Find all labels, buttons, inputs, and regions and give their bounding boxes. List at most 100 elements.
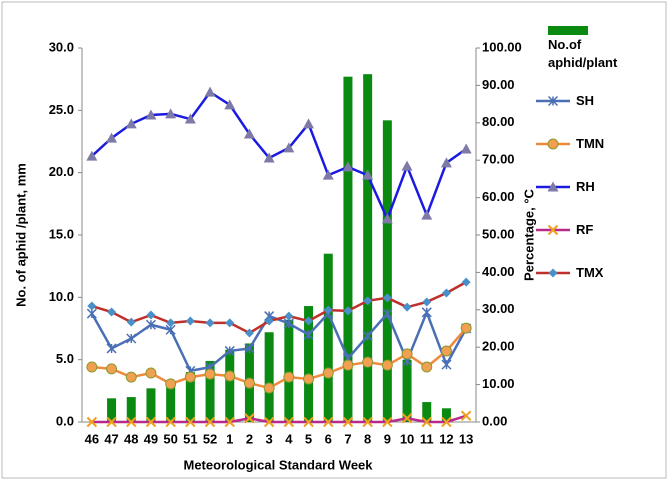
marker bbox=[283, 142, 295, 153]
marker bbox=[165, 416, 176, 428]
bar bbox=[343, 76, 353, 422]
marker bbox=[284, 311, 294, 321]
marker bbox=[322, 169, 334, 180]
x-tick-label: 48 bbox=[124, 431, 138, 446]
y2-tick-label: 40.00 bbox=[482, 264, 515, 279]
marker bbox=[342, 359, 354, 371]
marker bbox=[460, 143, 472, 154]
bar bbox=[441, 408, 451, 422]
marker bbox=[165, 378, 177, 390]
x-tick-label: 9 bbox=[384, 431, 391, 446]
marker bbox=[126, 317, 136, 327]
y-tick-label: 25.0 bbox=[49, 102, 74, 117]
legend-item: TMX bbox=[576, 265, 604, 280]
marker bbox=[185, 416, 196, 428]
marker bbox=[421, 416, 432, 428]
marker bbox=[547, 224, 559, 236]
marker bbox=[86, 150, 98, 161]
marker bbox=[145, 367, 157, 379]
marker bbox=[322, 367, 334, 379]
marker bbox=[126, 416, 137, 428]
y-tick-label: 10.0 bbox=[49, 289, 74, 304]
marker bbox=[185, 316, 195, 326]
marker bbox=[126, 333, 137, 344]
marker bbox=[263, 416, 275, 428]
x-tick-label: 8 bbox=[364, 431, 371, 446]
y-tick-label: 30.0 bbox=[49, 39, 74, 54]
bar bbox=[284, 319, 294, 422]
marker bbox=[244, 343, 255, 354]
marker bbox=[205, 318, 215, 328]
x-tick-label: 51 bbox=[183, 431, 197, 446]
marker bbox=[362, 169, 374, 180]
marker bbox=[166, 318, 176, 328]
x-tick-label: 13 bbox=[459, 431, 473, 446]
y-tick-label: 15.0 bbox=[49, 226, 74, 241]
marker bbox=[441, 359, 452, 370]
marker bbox=[283, 416, 295, 428]
x-tick-label: 3 bbox=[266, 431, 273, 446]
marker bbox=[441, 288, 451, 298]
marker bbox=[106, 416, 117, 428]
legend-item: RH bbox=[576, 179, 595, 194]
marker bbox=[547, 138, 559, 150]
legend-item: No.of aphid/plant bbox=[548, 37, 617, 70]
marker bbox=[243, 128, 255, 139]
marker bbox=[145, 416, 157, 428]
legend-label: SH bbox=[576, 93, 595, 108]
marker bbox=[204, 86, 216, 97]
x-tick-label: 47 bbox=[104, 431, 118, 446]
marker bbox=[165, 108, 177, 119]
marker bbox=[342, 161, 354, 172]
y-tick-label: 0.0 bbox=[56, 413, 74, 428]
y-tick-label: 5.0 bbox=[56, 351, 74, 366]
marker bbox=[362, 356, 374, 368]
x-tick-label: 12 bbox=[439, 431, 453, 446]
bar bbox=[107, 398, 117, 422]
x-tick-label: 52 bbox=[203, 431, 217, 446]
y2-tick-label: 50.00 bbox=[482, 226, 515, 241]
marker bbox=[244, 413, 255, 424]
line bbox=[91, 414, 467, 424]
marker bbox=[382, 308, 393, 319]
x-tick-label: 10 bbox=[400, 431, 414, 446]
marker bbox=[422, 297, 432, 307]
legend-label: TMX bbox=[576, 265, 604, 280]
marker bbox=[548, 268, 558, 278]
bar bbox=[185, 372, 195, 422]
marker bbox=[224, 99, 236, 110]
marker bbox=[401, 160, 413, 171]
y2-tick-label: 60.00 bbox=[482, 189, 515, 204]
marker bbox=[224, 345, 235, 356]
marker bbox=[382, 293, 392, 303]
marker bbox=[244, 328, 254, 338]
marker bbox=[107, 307, 117, 317]
marker bbox=[204, 368, 216, 380]
x-tick-label: 1 bbox=[226, 431, 233, 446]
bar bbox=[402, 359, 412, 422]
marker bbox=[304, 316, 314, 326]
x-axis-title: Meteorological Standard Week bbox=[183, 457, 373, 472]
bar bbox=[225, 349, 235, 422]
marker bbox=[224, 416, 235, 428]
marker bbox=[283, 371, 295, 383]
bar bbox=[304, 306, 314, 422]
marker bbox=[184, 113, 196, 124]
marker bbox=[303, 329, 314, 340]
marker bbox=[184, 371, 196, 383]
legend-swatch bbox=[548, 26, 588, 35]
marker bbox=[106, 132, 118, 143]
marker bbox=[441, 416, 452, 428]
line bbox=[91, 281, 467, 335]
x-tick-label: 50 bbox=[163, 431, 177, 446]
marker bbox=[363, 296, 373, 306]
marker bbox=[547, 181, 559, 192]
y2-tick-label: 70.00 bbox=[482, 152, 515, 167]
marker bbox=[460, 410, 472, 421]
y2-tick-label: 90.00 bbox=[482, 77, 515, 92]
marker bbox=[362, 330, 373, 342]
y2-tick-label: 100.00 bbox=[482, 39, 522, 54]
x-tick-label: 11 bbox=[420, 431, 434, 446]
bar bbox=[146, 388, 156, 422]
